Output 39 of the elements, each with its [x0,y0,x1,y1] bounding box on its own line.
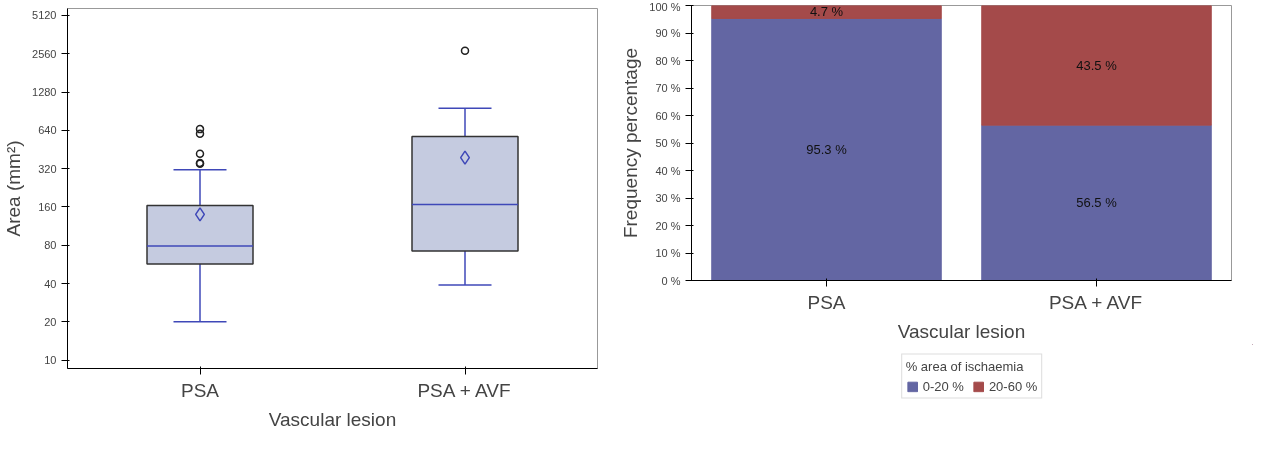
legend-title: % area of ischaemia [905,358,1025,374]
x-axis-title: Vascular lesion [897,320,1026,342]
y-tick-label: 80 % [655,54,681,67]
x-tick-label: PSA + AVF [1048,291,1143,313]
y-tick-label: 320 [38,162,57,175]
y-axis-title: Area (mm²) [3,140,25,237]
y-tick-label: 20 % [655,219,681,232]
y-tick-label: 70 % [655,82,681,94]
x-axis-title: Vascular lesion [268,408,397,430]
y-tick-label: 2560 [32,47,57,60]
y-tick-label: 1280 [32,86,57,99]
y-tick-label: 160 [38,200,57,213]
y-tick-label: 10 [44,354,57,367]
y-axis-title: Frequency percentage [620,47,642,239]
y-tick-label: 20 [44,315,57,328]
y-tick-label: 50 % [655,137,681,149]
x-tick-label: PSA [807,291,846,313]
y-tick-label: 90 % [655,27,681,39]
x-tick-label: PSA + AVF [417,379,511,401]
x-tick-label: PSA [180,379,220,401]
y-tick-label: 60 % [655,109,681,122]
y-tick-label: 0 % [661,274,681,287]
data-label: 4.7 % [809,4,844,20]
bar [711,5,942,19]
bar [981,5,1212,126]
data-label: 95.3 % [806,141,848,157]
y-tick-label: 640 [38,124,57,137]
legend-label: 0-20 % [922,378,964,394]
legend-label: 20-60 % [988,378,1038,394]
bar [981,124,1212,281]
y-tick-label: 10 % [655,247,681,259]
data-label: 43.5 % [1076,57,1118,73]
y-tick-label: 40 % [655,164,681,177]
y-tick-label: 5120 [32,9,57,22]
y-tick-label: 30 % [655,192,681,204]
y-tick-label: 100 % [649,0,681,13]
y-tick-label: 40 [44,277,57,290]
y-tick-label: 80 [44,239,57,252]
data-label: 56.5 % [1076,195,1118,211]
